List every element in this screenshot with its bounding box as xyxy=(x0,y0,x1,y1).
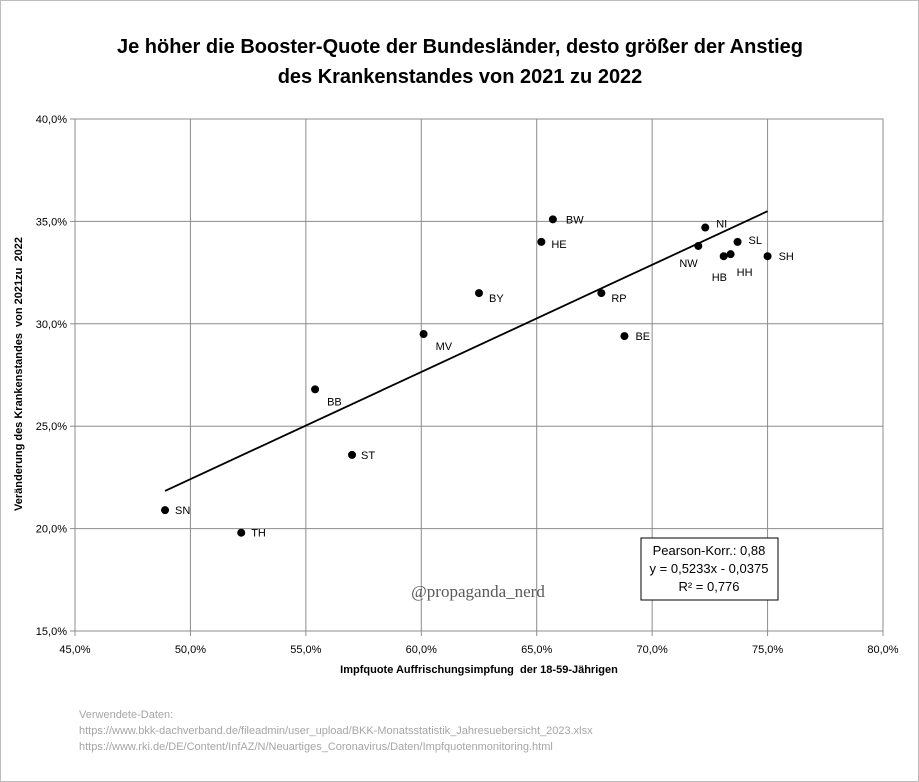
data-point-nw xyxy=(694,241,703,250)
data-point-sh xyxy=(763,252,772,261)
chart-title-line-1: Je höher die Booster-Quote der Bundeslän… xyxy=(117,36,803,58)
data-points: SN TH BB ST MV BY HE BW RP BE NW NI HB HH SL SH xyxy=(161,214,794,540)
data-point-be xyxy=(620,332,629,341)
data-label-be: BE xyxy=(635,331,650,343)
data-point-by xyxy=(475,289,483,298)
data-point-rp xyxy=(597,289,606,298)
y-tick-label: 35,0% xyxy=(36,216,67,228)
stats-box: Pearson-Korr.: 0,88 y = 0,5233x - 0,0375… xyxy=(640,537,779,601)
source-link-rki[interactable]: https://www.rki.de/DE/Content/InfAZ/N/Ne… xyxy=(79,741,553,753)
data-label-sh: SH xyxy=(779,251,794,263)
data-label-sl: SL xyxy=(749,235,762,247)
plot-area xyxy=(74,118,884,632)
data-label-mv: MV xyxy=(436,341,453,353)
data-label-bb: BB xyxy=(327,396,342,408)
x-tick-label: 65,0% xyxy=(521,644,552,656)
data-point-bb xyxy=(311,385,320,394)
source-link-bkk[interactable]: https://www.bkk-dachverband.de/fileadmin… xyxy=(79,725,593,737)
data-label-hh: HH xyxy=(737,267,753,279)
y-axis-ticks: 15,0% 20,0% 25,0% 30,0% 35,0% 40,0% xyxy=(36,114,75,638)
y-tick-label: 40,0% xyxy=(36,114,67,126)
data-point-he xyxy=(537,237,546,246)
data-label-he: HE xyxy=(551,239,566,251)
stats-pearson: Pearson-Korr.: 0,88 xyxy=(653,543,766,558)
data-point-mv xyxy=(419,330,428,339)
data-point-hh xyxy=(726,250,735,259)
stats-equation: y = 0,5233x - 0,0375 xyxy=(650,561,769,576)
y-tick-label: 20,0% xyxy=(36,524,67,536)
data-point-sn xyxy=(161,506,170,515)
data-label-bw: BW xyxy=(566,214,584,226)
x-tick-label: 45,0% xyxy=(59,644,90,656)
data-label-hb: HB xyxy=(712,272,727,284)
y-tick-label: 30,0% xyxy=(36,319,67,331)
y-axis-label: Veränderung des Krankenstandes von 2021z… xyxy=(13,237,25,511)
data-point-sl xyxy=(733,237,742,246)
x-axis-label: Impfquote Auffrischungsimpfung der 18-59… xyxy=(340,664,618,676)
x-tick-label: 60,0% xyxy=(406,644,437,656)
data-label-nw: NW xyxy=(679,258,698,270)
data-label-by: BY xyxy=(489,293,504,305)
trendline xyxy=(164,210,768,492)
data-label-sn: SN xyxy=(175,505,190,517)
data-point-st xyxy=(348,450,357,459)
data-point-th xyxy=(237,528,246,537)
x-tick-label: 70,0% xyxy=(637,644,668,656)
x-tick-label: 55,0% xyxy=(290,644,321,656)
data-label-ni: NI xyxy=(716,219,727,231)
data-label-th: TH xyxy=(251,528,266,540)
chart-title-line-2: des Krankenstandes von 2021 zu 2022 xyxy=(278,66,643,88)
data-point-hb xyxy=(719,252,728,261)
y-tick-label: 15,0% xyxy=(36,626,67,638)
data-point-bw xyxy=(548,215,557,224)
data-label-rp: RP xyxy=(611,293,626,305)
watermark: @propaganda_nerd xyxy=(411,582,545,601)
x-tick-label: 80,0% xyxy=(867,644,898,656)
x-tick-label: 75,0% xyxy=(752,644,783,656)
data-label-st: ST xyxy=(361,450,375,462)
x-tick-label: 50,0% xyxy=(175,644,206,656)
y-tick-label: 25,0% xyxy=(36,421,67,433)
x-axis-ticks: 45,0% 50,0% 55,0% 60,0% 65,0% 70,0% 75,0% 80,0% xyxy=(59,631,899,656)
sources-heading: Verwendete-Daten: xyxy=(79,709,173,721)
stats-r-squared: R² = 0,776 xyxy=(678,579,739,594)
data-point-ni xyxy=(701,223,710,232)
